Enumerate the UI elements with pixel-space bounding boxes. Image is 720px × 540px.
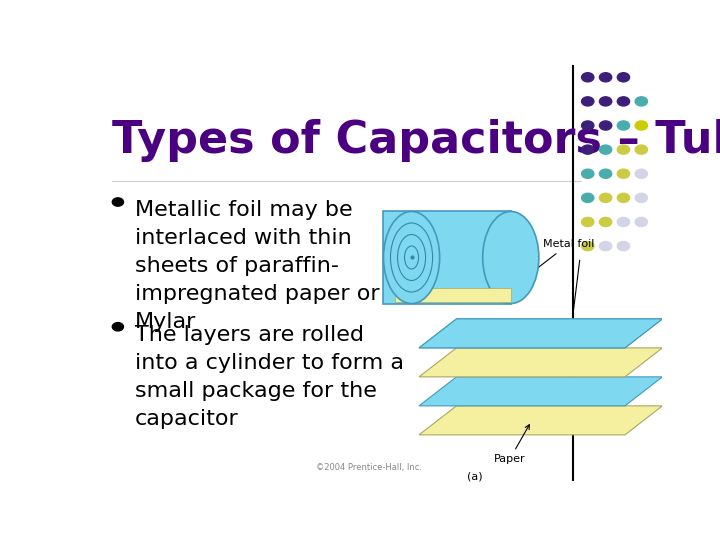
Circle shape xyxy=(600,73,612,82)
Text: ©2004 Prentice-Hall, Inc.: ©2004 Prentice-Hall, Inc. xyxy=(316,463,422,472)
Circle shape xyxy=(600,169,612,178)
Text: Types of Capacitors – Tubular: Types of Capacitors – Tubular xyxy=(112,119,720,162)
Ellipse shape xyxy=(482,212,539,303)
Polygon shape xyxy=(419,319,662,348)
Circle shape xyxy=(617,121,629,130)
Circle shape xyxy=(617,97,629,106)
Circle shape xyxy=(582,241,594,251)
Circle shape xyxy=(617,169,629,178)
Circle shape xyxy=(617,73,629,82)
Circle shape xyxy=(582,169,594,178)
Circle shape xyxy=(582,121,594,130)
Circle shape xyxy=(600,241,612,251)
Text: Metallic foil may be
interlaced with thin
sheets of paraffin-
impregnated paper : Metallic foil may be interlaced with thi… xyxy=(135,200,379,332)
Text: The layers are rolled
into a cylinder to form a
small package for the
capacitor: The layers are rolled into a cylinder to… xyxy=(135,325,404,429)
Polygon shape xyxy=(384,212,510,303)
Circle shape xyxy=(635,169,647,178)
Circle shape xyxy=(635,97,647,106)
Circle shape xyxy=(600,193,612,202)
Polygon shape xyxy=(419,319,662,348)
Circle shape xyxy=(582,145,594,154)
Circle shape xyxy=(635,145,647,154)
Polygon shape xyxy=(419,348,662,377)
Polygon shape xyxy=(419,377,662,406)
Circle shape xyxy=(112,322,124,331)
Circle shape xyxy=(600,218,612,227)
Text: Metal foil: Metal foil xyxy=(497,239,594,299)
Circle shape xyxy=(600,121,612,130)
Circle shape xyxy=(582,73,594,82)
Circle shape xyxy=(600,97,612,106)
Circle shape xyxy=(635,193,647,202)
Ellipse shape xyxy=(384,212,440,303)
Polygon shape xyxy=(395,288,510,302)
Circle shape xyxy=(617,193,629,202)
Circle shape xyxy=(617,241,629,251)
Circle shape xyxy=(617,218,629,227)
Circle shape xyxy=(635,121,647,130)
Circle shape xyxy=(582,193,594,202)
Circle shape xyxy=(617,145,629,154)
Text: (a): (a) xyxy=(467,471,483,481)
Polygon shape xyxy=(419,406,662,435)
Circle shape xyxy=(582,218,594,227)
Circle shape xyxy=(600,145,612,154)
Circle shape xyxy=(112,198,124,206)
Text: Paper: Paper xyxy=(494,424,529,464)
Circle shape xyxy=(635,218,647,227)
Circle shape xyxy=(582,97,594,106)
